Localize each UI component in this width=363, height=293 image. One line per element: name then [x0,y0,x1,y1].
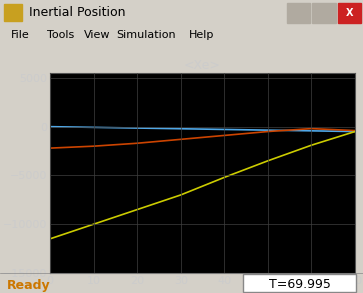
Bar [4,4,22,21]
Text: Help: Help [189,30,214,40]
Text: View: View [83,30,110,40]
Title: <Xe>: <Xe> [184,59,221,72]
Bar [338,3,361,23]
Text: X: X [346,8,353,18]
Bar [287,3,310,23]
Text: Simulation: Simulation [116,30,176,40]
Bar [312,3,336,23]
FancyBboxPatch shape [243,275,356,292]
Text: Ready: Ready [7,279,51,292]
Text: Tools: Tools [47,30,74,40]
Text: File: File [11,30,30,40]
Text: T=69.995: T=69.995 [269,279,330,292]
Text: Inertial Position: Inertial Position [29,6,126,19]
